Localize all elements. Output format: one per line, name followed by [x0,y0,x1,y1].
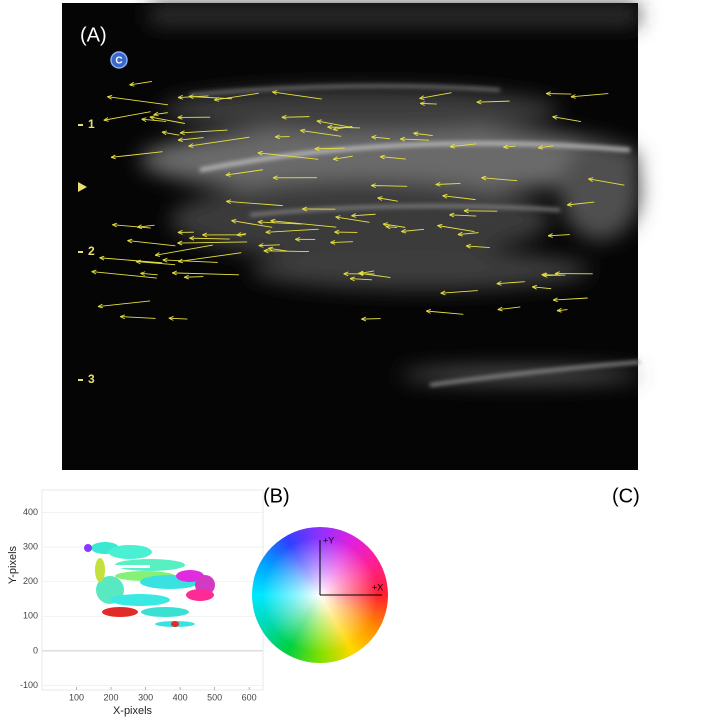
x-tick-label: 200 [104,692,119,702]
x-tick-label: 600 [242,692,257,702]
y-tick-label: 100 [23,611,38,621]
x-axis-label: X-pixels [113,705,153,717]
badge-text: C [115,56,122,67]
plot-area [42,490,263,690]
plot-b: -100 0 100 200 300 400 100 200 300 400 500 600 X-pix… [7,490,263,717]
x-tick-label: 400 [173,692,188,702]
flow-arrow [542,275,566,276]
x-tick-label: 100 [69,692,84,702]
x-tick-label: 300 [138,692,153,702]
y-tick-label: 300 [23,541,38,551]
x-tick-label: 500 [207,692,222,702]
y-tick-label: 0 [33,645,38,655]
y-tick-label: 400 [23,507,38,517]
flow-arrow [361,319,380,320]
panel-label: (A) [80,24,107,46]
direction-wheel [252,527,388,663]
depth-label: 3 [88,372,95,386]
y-axis-label: Y-pixels [7,545,19,584]
y-tick-label: 200 [23,576,38,586]
flow-arrow [546,94,571,95]
figure: (A) C 1 2 3 -100 0 100 200 300 400 100 200 300 400 5… [0,0,701,719]
panel-label: (B) [263,485,290,507]
depth-label: 1 [88,117,95,131]
panel-label: (C) [612,485,640,507]
y-tick-label: -100 [20,680,38,690]
direction-blobs [84,542,215,627]
depth-label: 2 [88,244,95,258]
